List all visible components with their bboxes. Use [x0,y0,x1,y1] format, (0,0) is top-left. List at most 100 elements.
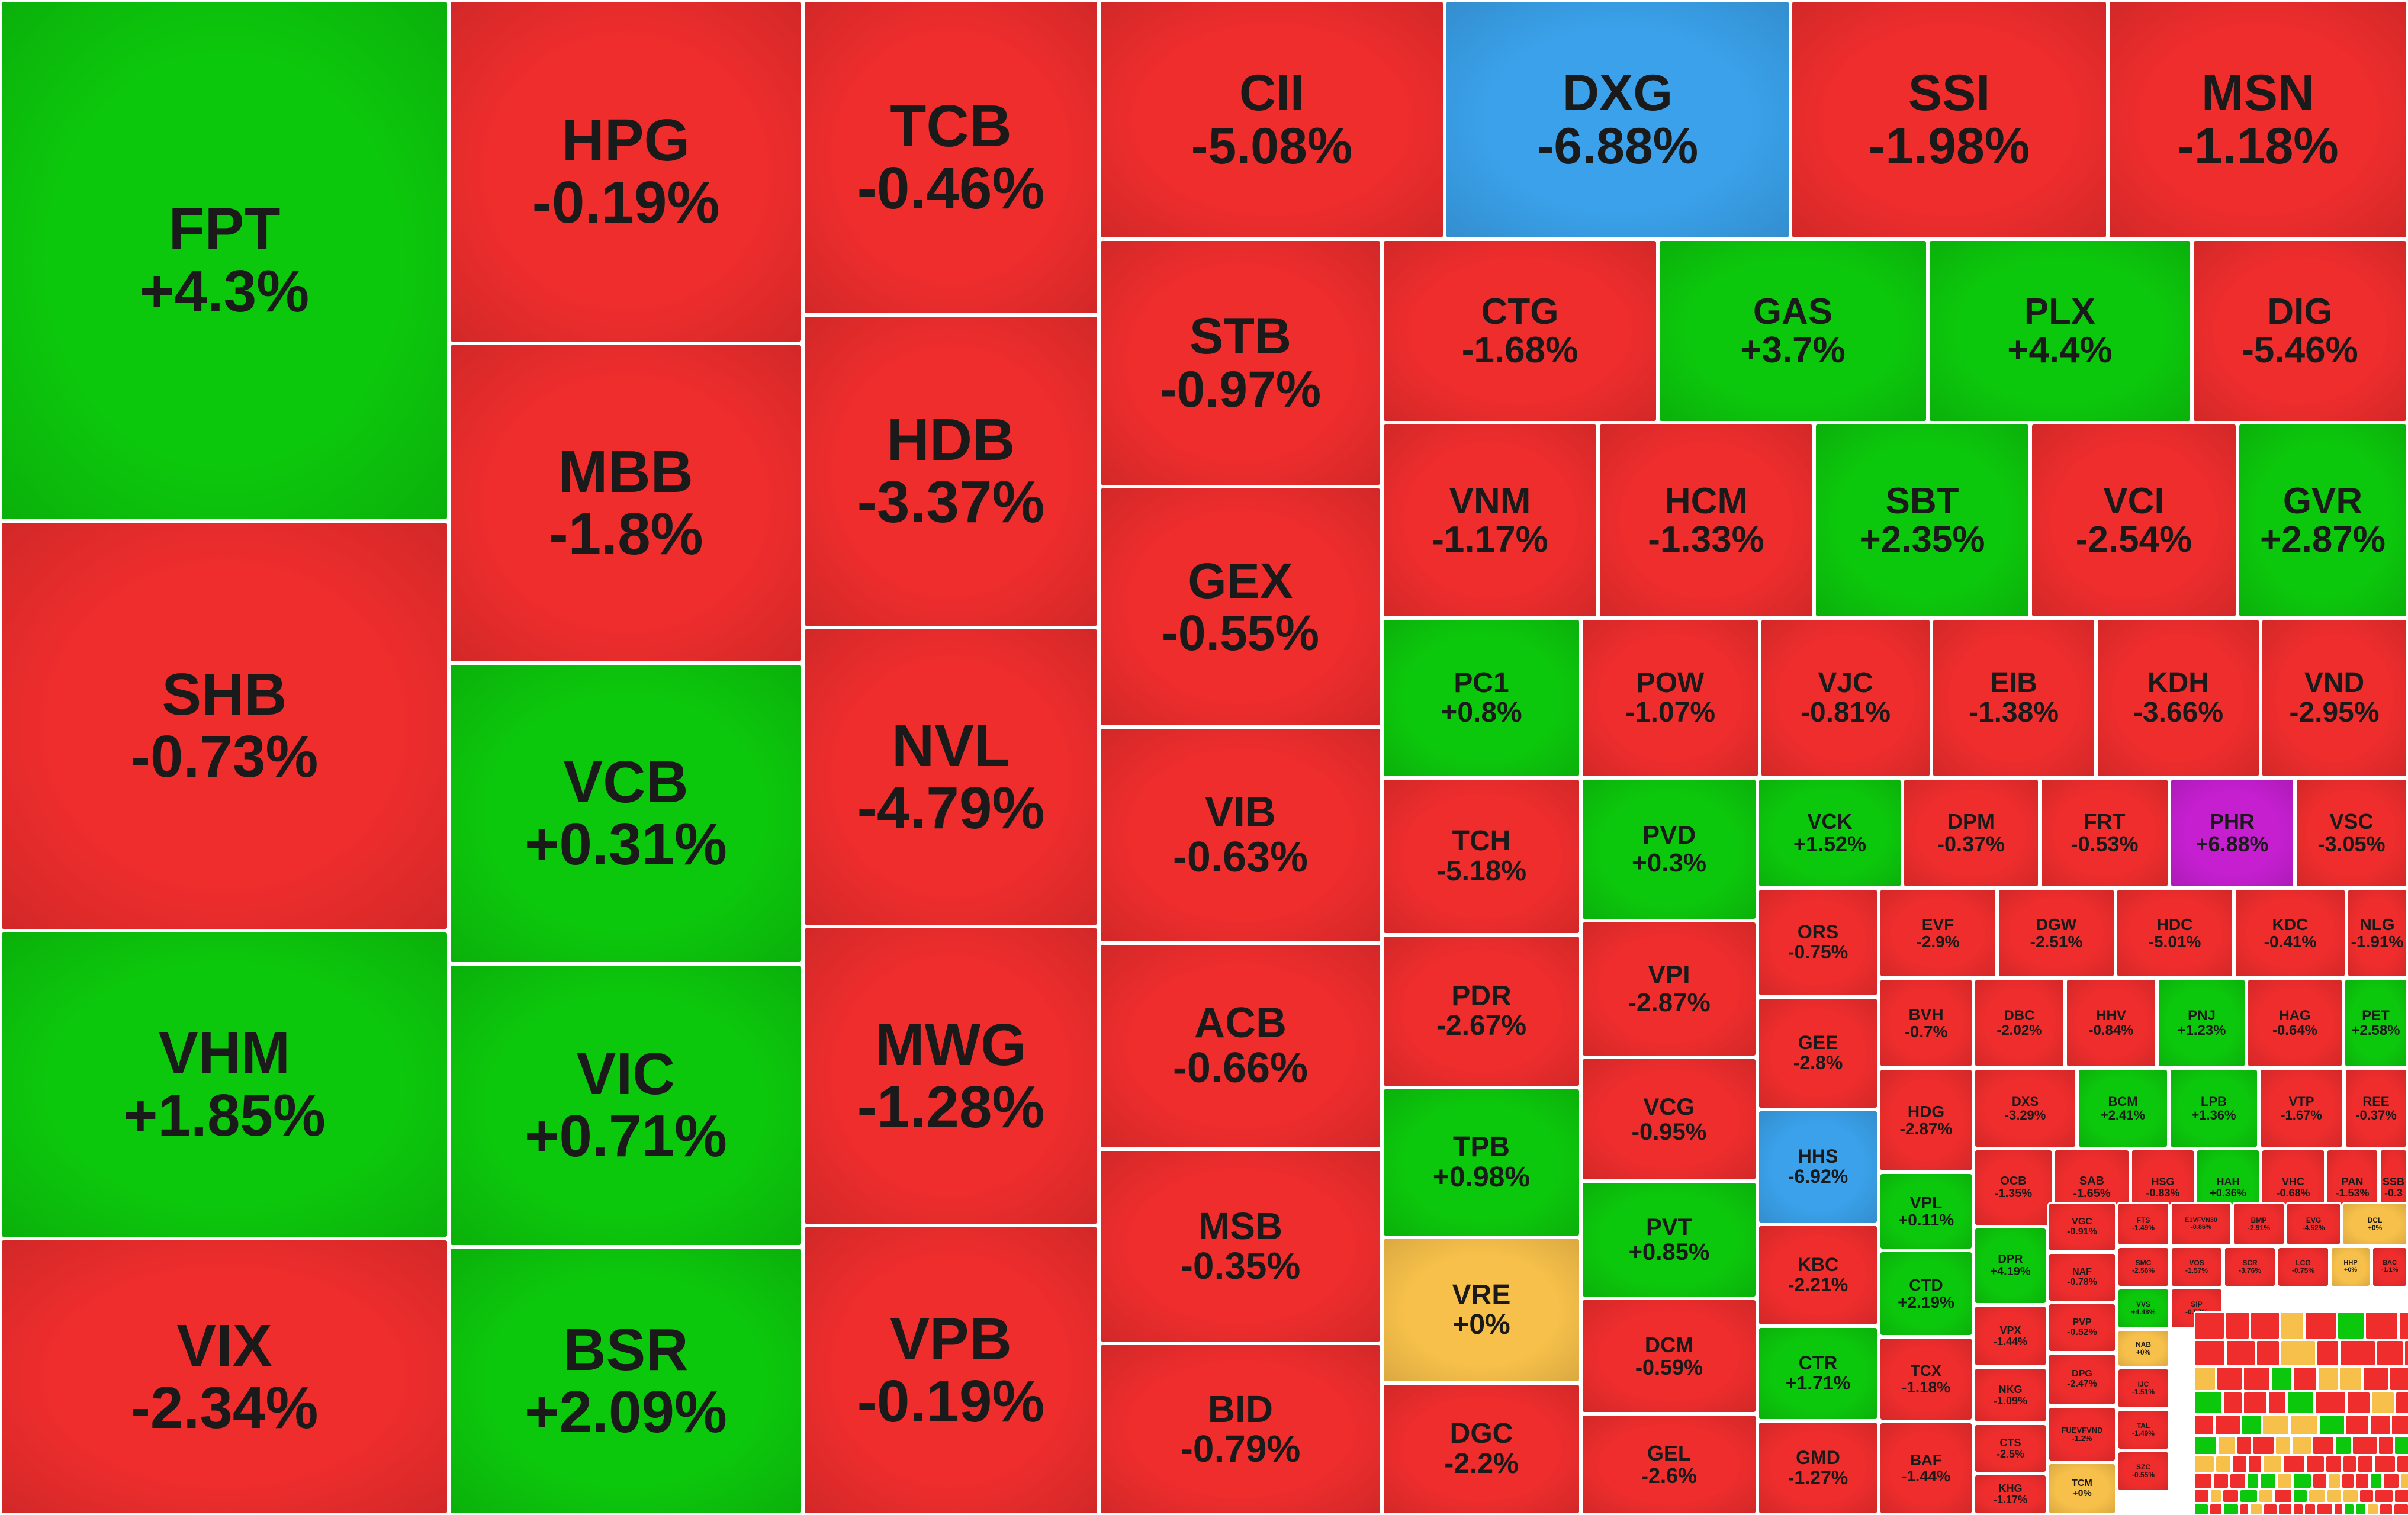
stock-tile-baf[interactable]: BAF -1.44% [1879,1421,1973,1515]
small-stock-tile[interactable] [2243,1366,2271,1391]
stock-tile-frt[interactable]: FRT -0.53% [2040,778,2169,888]
small-stock-tile[interactable] [2213,1473,2229,1489]
stock-tile-msb[interactable]: MSB -0.35% [1099,1149,1382,1343]
small-stock-tile[interactable] [2404,1340,2408,1366]
small-stock-tile[interactable] [2278,1503,2293,1515]
small-stock-tile[interactable] [2214,1414,2241,1436]
stock-tile-pow[interactable]: POW -1.07% [1581,618,1760,778]
stock-tile-mbb[interactable]: MBB -1.8% [449,343,803,663]
stock-tile-vre[interactable]: VRE +0% [1382,1237,1581,1383]
small-stock-tile[interactable] [2250,1311,2280,1340]
stock-tile-naf[interactable]: NAF -0.78% [2047,1252,2117,1302]
stock-tile-bcm[interactable]: BCM +2.41% [2077,1068,2169,1149]
stock-tile-gex[interactable]: GEX -0.55% [1099,487,1382,727]
small-stock-tile[interactable] [2223,1503,2239,1515]
stock-tile-tal[interactable]: TAL -1.49% [2117,1409,2170,1450]
small-stock-tile[interactable] [2194,1391,2223,1414]
small-stock-tile[interactable] [2314,1391,2346,1414]
stock-tile-bid[interactable]: BID -0.79% [1099,1343,1382,1515]
small-stock-tile[interactable] [2194,1473,2213,1489]
small-stock-tile[interactable] [2252,1436,2275,1455]
stock-tile-vpi[interactable]: VPI -2.87% [1581,921,1757,1057]
stock-tile-bmp[interactable]: BMP -2.91% [2232,1202,2285,1246]
small-stock-tile[interactable] [2325,1455,2342,1473]
stock-tile-vpb[interactable]: VPB -0.19% [803,1225,1099,1515]
stock-tile-vck[interactable]: VCK +1.52% [1757,778,1902,888]
stock-tile-vhm[interactable]: VHM +1.85% [0,931,449,1239]
stock-tile-szc[interactable]: SZC -0.55% [2117,1450,2170,1492]
small-stock-tile[interactable] [2262,1414,2290,1436]
stock-tile-vjc[interactable]: VJC -0.81% [1760,618,1931,778]
small-stock-tile[interactable] [2308,1489,2326,1503]
stock-tile-tcm[interactable]: TCM +0% [2047,1462,2117,1515]
stock-tile-smc[interactable]: SMC -2.56% [2117,1246,2170,1288]
stock-tile-fts[interactable]: FTS -1.49% [2117,1202,2170,1246]
small-stock-tile[interactable] [2293,1503,2304,1515]
small-stock-tile[interactable] [2194,1366,2216,1391]
stock-tile-hpg[interactable]: HPG -0.19% [449,0,803,343]
stock-tile-hag[interactable]: HAG -0.64% [2246,978,2343,1068]
stock-tile-pdr[interactable]: PDR -2.67% [1382,935,1581,1088]
small-stock-tile[interactable] [2312,1473,2327,1489]
small-stock-tile[interactable] [2249,1503,2263,1515]
stock-tile-e1vfvn30[interactable]: E1VFVN30 -0.86% [2170,1202,2232,1246]
small-stock-tile[interactable] [2194,1436,2217,1455]
stock-tile-dpg[interactable]: DPG -2.47% [2047,1353,2117,1406]
small-stock-tile[interactable] [2287,1391,2314,1414]
stock-tile-hhv[interactable]: HHV -0.84% [2065,978,2157,1068]
small-stock-tile[interactable] [2367,1503,2379,1515]
small-stock-tile[interactable] [2396,1455,2408,1473]
small-stock-tile[interactable] [2290,1414,2319,1436]
small-stock-tile[interactable] [2393,1503,2408,1515]
stock-tile-ocb[interactable]: OCB -1.35% [1973,1149,2053,1227]
stock-tile-evf[interactable]: EVF -2.9% [1879,888,1997,978]
stock-tile-vpl[interactable]: VPL +0.11% [1879,1172,1973,1250]
small-stock-tile[interactable] [2306,1455,2325,1473]
small-stock-tile[interactable] [2222,1489,2239,1503]
stock-tile-pvd[interactable]: PVD +0.3% [1581,778,1757,921]
stock-tile-dgw[interactable]: DGW -2.51% [1997,888,2116,978]
stock-tile-ctd[interactable]: CTD +2.19% [1879,1250,1973,1337]
small-stock-tile[interactable] [2256,1340,2280,1366]
small-stock-tile[interactable] [2194,1503,2209,1515]
small-stock-tile[interactable] [2280,1340,2316,1366]
stock-tile-vsc[interactable]: VSC -3.05% [2295,778,2408,888]
stock-tile-shb[interactable]: SHB -0.73% [0,521,449,931]
stock-tile-hhs[interactable]: HHS -6.92% [1757,1109,1879,1224]
stock-tile-tcx[interactable]: TCX -1.18% [1879,1337,1973,1421]
stock-tile-ctr[interactable]: CTR +1.71% [1757,1326,1879,1421]
stock-tile-gmd[interactable]: GMD -1.27% [1757,1421,1879,1515]
stock-tile-vnd[interactable]: VND -2.95% [2261,618,2408,778]
small-stock-tile[interactable] [2293,1366,2317,1391]
small-stock-tile[interactable] [2365,1311,2399,1340]
small-stock-tile[interactable] [2342,1455,2357,1473]
stock-tile-vcb[interactable]: VCB +0.31% [449,663,803,964]
stock-tile-bsr[interactable]: BSR +2.09% [449,1247,803,1515]
small-stock-tile[interactable] [2370,1414,2391,1436]
stock-tile-nlg[interactable]: NLG -1.91% [2346,888,2408,978]
stock-tile-vci[interactable]: VCI -2.54% [2030,423,2237,618]
small-stock-tile[interactable] [2394,1489,2408,1503]
stock-tile-plx[interactable]: PLX +4.4% [1928,239,2192,423]
small-stock-tile[interactable] [2243,1391,2268,1414]
stock-tile-gas[interactable]: GAS +3.7% [1658,239,1928,423]
stock-tile-pnj[interactable]: PNJ +1.23% [2157,978,2246,1068]
small-stock-tile[interactable] [2379,1503,2393,1515]
stock-tile-vpx[interactable]: VPX -1.44% [1973,1305,2047,1367]
stock-tile-dpm[interactable]: DPM -0.37% [1902,778,2040,888]
stock-tile-ijc[interactable]: IJC -1.51% [2117,1368,2170,1409]
stock-tile-gvr[interactable]: GVR +2.87% [2237,423,2408,618]
stock-tile-bvh[interactable]: BVH -0.7% [1879,978,1973,1068]
small-stock-tile[interactable] [2246,1473,2259,1489]
stock-tile-nab[interactable]: NAB +0% [2117,1329,2170,1368]
small-stock-tile[interactable] [2262,1455,2282,1473]
small-stock-tile[interactable] [2317,1366,2339,1391]
small-stock-tile[interactable] [2335,1436,2352,1455]
stock-tile-vcg[interactable]: VCG -0.95% [1581,1057,1757,1181]
small-stock-tile[interactable] [2215,1455,2232,1473]
stock-tile-khg[interactable]: KHG -1.17% [1973,1474,2047,1515]
small-stock-tile[interactable] [2275,1436,2291,1455]
stock-tile-lpb[interactable]: LPB +1.36% [2169,1068,2259,1149]
stock-tile-pet[interactable]: PET +2.58% [2343,978,2408,1068]
stock-tile-mwg[interactable]: MWG -1.28% [803,927,1099,1225]
